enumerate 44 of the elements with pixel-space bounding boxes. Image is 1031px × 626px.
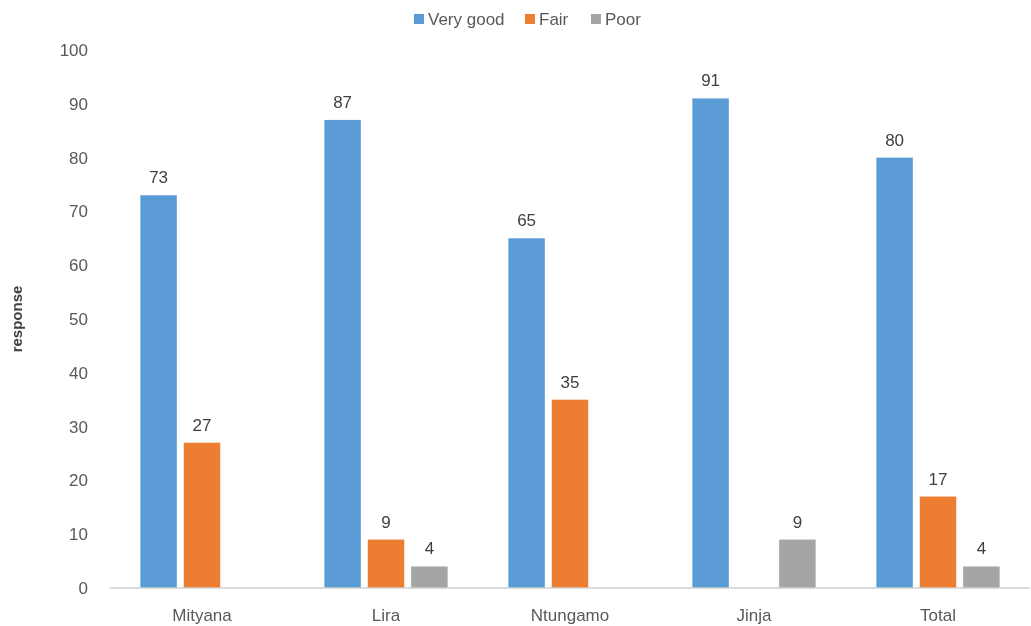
legend-label: Fair: [539, 10, 569, 29]
data-label: 73: [149, 168, 169, 188]
data-label: 17: [928, 469, 948, 489]
data-label: 4: [424, 539, 435, 559]
data-label: 4: [976, 539, 987, 559]
data-label: 80: [885, 130, 905, 150]
bar: [551, 399, 589, 588]
data-label: 87: [333, 92, 353, 112]
data-label: 9: [381, 512, 391, 532]
y-tick-label: 10: [69, 525, 88, 545]
x-tick-label: Total: [920, 605, 956, 625]
y-tick-label: 80: [69, 148, 88, 168]
data-label: 91: [701, 71, 721, 91]
y-tick-label: 50: [69, 309, 88, 329]
bar: [963, 566, 1000, 588]
bar: [324, 119, 361, 588]
y-tick-label: 100: [59, 40, 88, 60]
y-tick-label: 40: [69, 363, 88, 383]
legend-label: Very good: [428, 10, 505, 29]
y-tick-label: 20: [69, 471, 88, 491]
y-axis-title: response: [8, 285, 25, 353]
bar: [876, 157, 913, 588]
bar: [367, 539, 405, 588]
y-tick-label: 70: [69, 202, 88, 222]
x-tick-label: Lira: [371, 605, 401, 625]
legend-label: Poor: [605, 10, 642, 29]
bar: [508, 238, 545, 588]
data-label: 27: [192, 415, 212, 435]
data-label: 9: [792, 512, 803, 532]
bar: [779, 539, 816, 588]
bar: [411, 566, 448, 588]
data-label: 65: [517, 211, 537, 231]
y-tick-label: 90: [69, 94, 88, 114]
bar: [692, 98, 729, 588]
y-tick-label: 0: [78, 578, 88, 598]
bar: [140, 195, 177, 588]
y-tick-label: 30: [69, 417, 88, 437]
x-tick-label: Ntungamo: [530, 605, 610, 625]
x-tick-label: Mityana: [172, 605, 233, 625]
x-tick-label: Jinja: [736, 605, 773, 625]
data-label: 35: [560, 372, 580, 392]
y-tick-label: 60: [69, 256, 88, 276]
bar: [919, 496, 957, 588]
bar: [183, 442, 221, 588]
